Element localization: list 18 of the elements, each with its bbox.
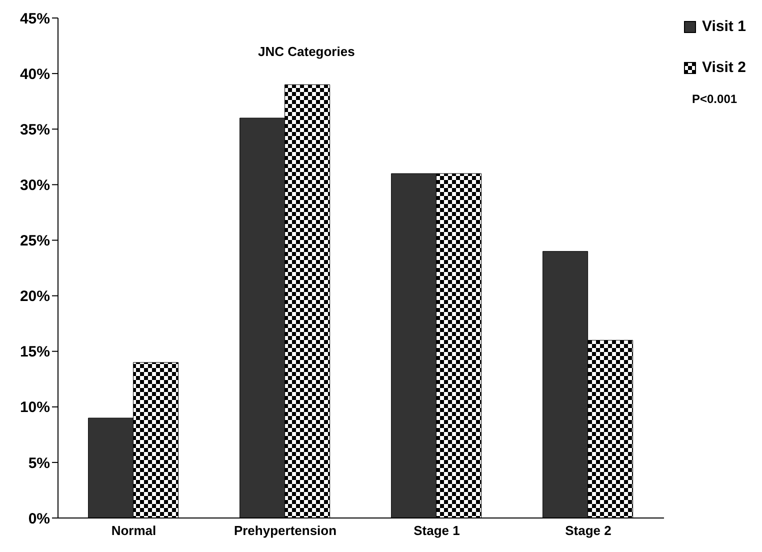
legend-label: Visit 1 — [702, 18, 746, 35]
x-tick-label: Stage 2 — [565, 523, 612, 538]
y-tick-label: 5% — [28, 454, 50, 472]
x-tick-label: Normal — [111, 523, 156, 538]
y-tick-label: 40% — [20, 66, 50, 83]
legend-label: Visit 2 — [702, 59, 746, 76]
text: P<0.001 — [691, 92, 738, 106]
x-tick-label: Prehypertension — [234, 523, 337, 538]
y-tick-label: 30% — [20, 176, 50, 194]
y-tick-label: 10% — [20, 399, 50, 416]
y-tick-label: 20% — [20, 288, 50, 306]
y-tick-label: 0% — [28, 510, 50, 528]
y-tick-label: 45% — [20, 10, 50, 28]
y-tick-label: 25% — [20, 232, 50, 250]
x-tick-label: Stage 1 — [414, 523, 460, 538]
y-tick-label: 15% — [20, 344, 50, 361]
text: JNC Categories — [258, 44, 355, 59]
y-tick-label: 35% — [20, 121, 50, 138]
